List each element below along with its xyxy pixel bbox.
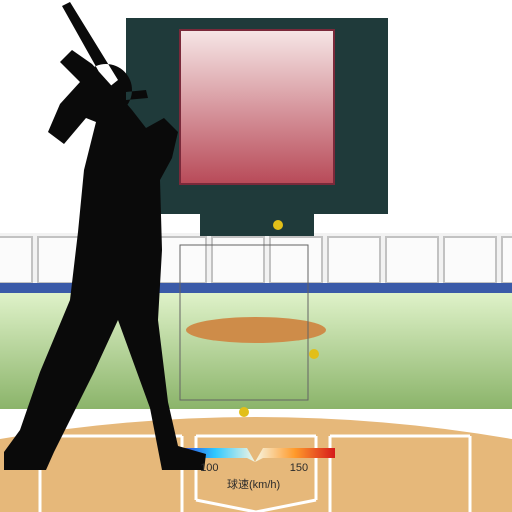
pitch-marker <box>309 349 319 359</box>
speed-tick-0: 100 <box>200 462 218 474</box>
pitch-chart-stage: 100 150 球速(km/h) <box>0 0 512 512</box>
home-plate-dirt <box>0 417 512 512</box>
pitch-marker <box>239 407 249 417</box>
pitch-marker <box>273 220 283 230</box>
stadium-scene <box>0 0 512 512</box>
scoreboard-screen <box>180 30 334 184</box>
speed-legend-label: 球速(km/h) <box>227 476 280 492</box>
speed-tick-1: 150 <box>290 462 308 474</box>
mound <box>186 317 326 343</box>
scoreboard-post <box>200 214 314 236</box>
